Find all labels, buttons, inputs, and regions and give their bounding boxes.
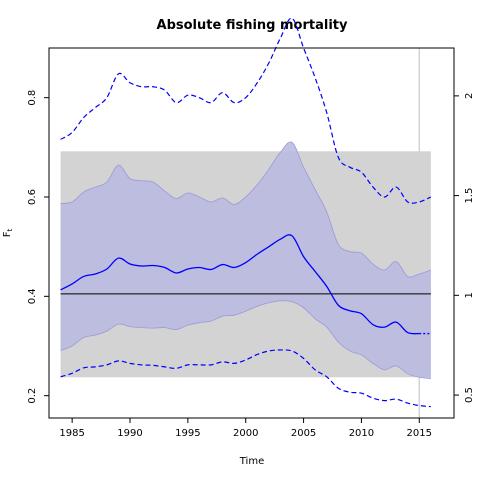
chart-title: Absolute fishing mortality	[157, 18, 348, 33]
series-upper-dashed	[60, 17, 432, 204]
y-tick-label-0.2: 0.2	[27, 388, 38, 404]
series-lower-dashed	[60, 349, 431, 408]
y2-tick-label-1.5: 1.5	[464, 188, 475, 204]
x-tick-label-1985: 1985	[59, 428, 84, 439]
series-estimate	[60, 234, 420, 335]
x-tick-label-1990: 1990	[117, 428, 142, 439]
y-axis-label: Ft	[2, 228, 14, 237]
y2-tick-label-0.5: 0.5	[464, 387, 475, 403]
y-axis-label-group: Ft	[2, 228, 14, 237]
y-axis-label-main: F	[2, 231, 13, 237]
y-tick-label-0.6: 0.6	[27, 189, 38, 205]
x-tick-label-2010: 2010	[349, 428, 374, 439]
confidence-band-upper-edge	[60, 141, 431, 278]
y2-tick-label-2: 2	[464, 93, 475, 99]
x-tick-label-2000: 2000	[233, 428, 258, 439]
x-axis-label: Time	[239, 456, 264, 467]
confidence-band	[60, 141, 431, 379]
x-tick-label-2015: 2015	[407, 428, 432, 439]
y-axis-label-subscript: t	[6, 228, 14, 231]
confidence-band-lower-edge	[60, 300, 431, 380]
y-tick-label-0.8: 0.8	[27, 90, 38, 106]
x-tick-label-2005: 2005	[291, 428, 316, 439]
y2-tick-label-1: 1	[464, 292, 475, 298]
axes: 1985 1990 1995 2000 2005 2010 2015 0.2 0.4 0.6 0.8…	[27, 90, 475, 439]
plot-frame	[48, 47, 455, 419]
plot-area	[60, 17, 432, 418]
x-tick-label-1995: 1995	[175, 428, 200, 439]
y-tick-label-0.4: 0.4	[27, 288, 38, 304]
